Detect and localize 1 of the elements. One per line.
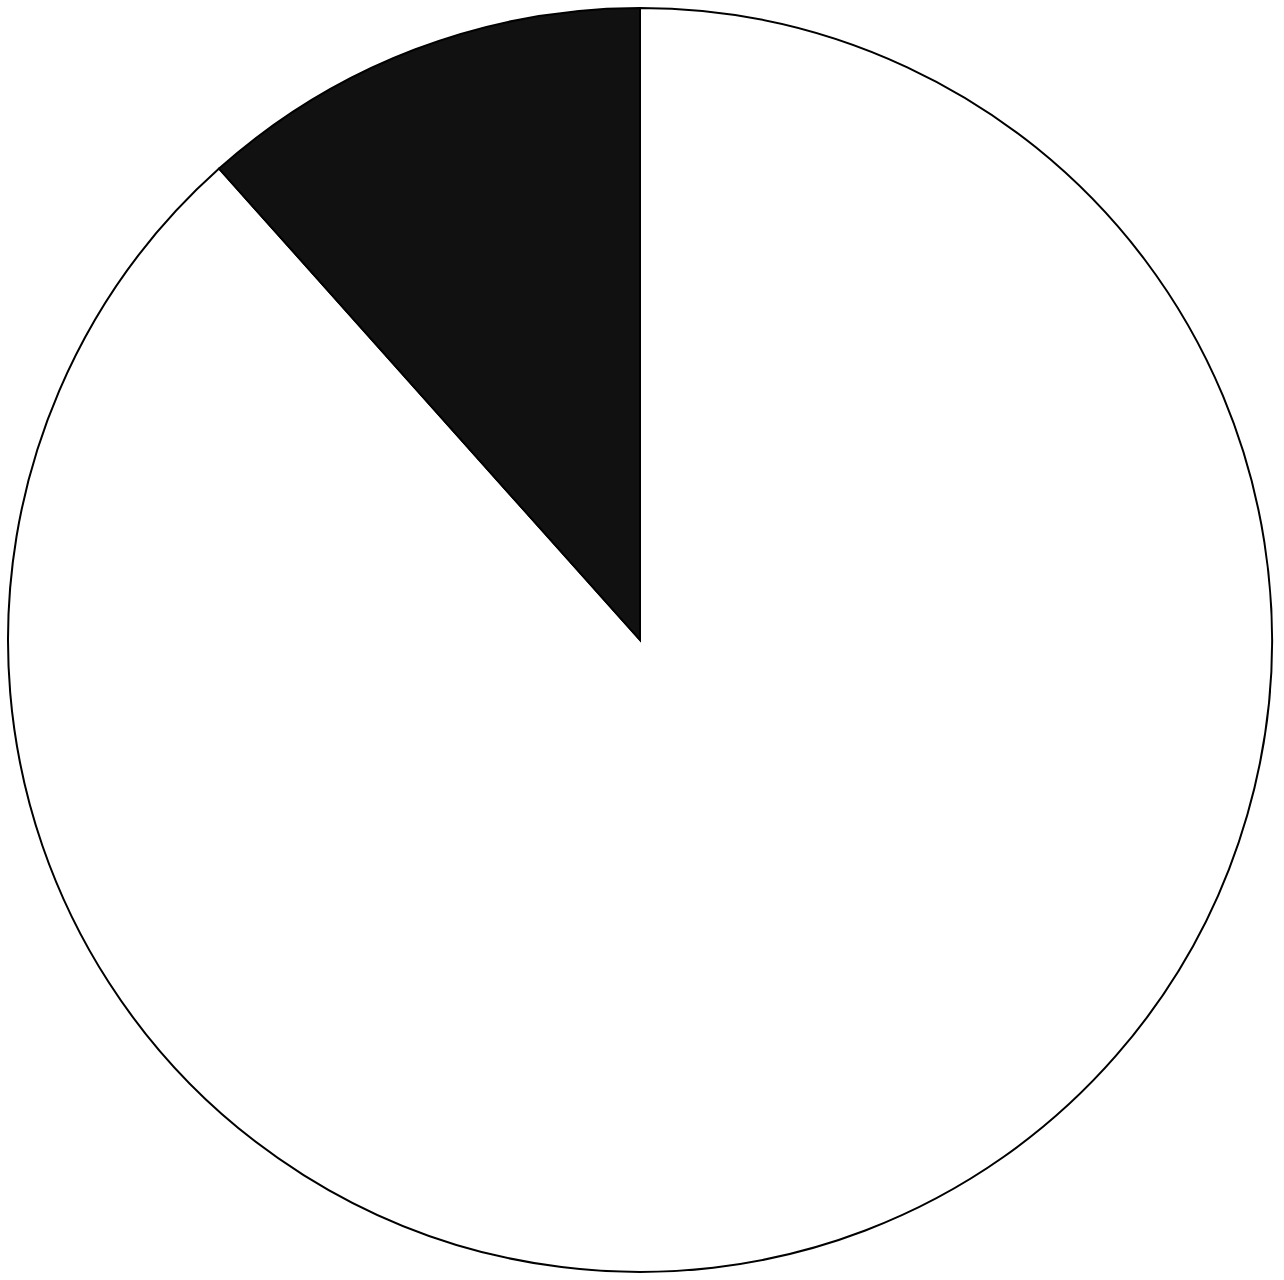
pie-slice bbox=[8, 7, 1273, 1273]
